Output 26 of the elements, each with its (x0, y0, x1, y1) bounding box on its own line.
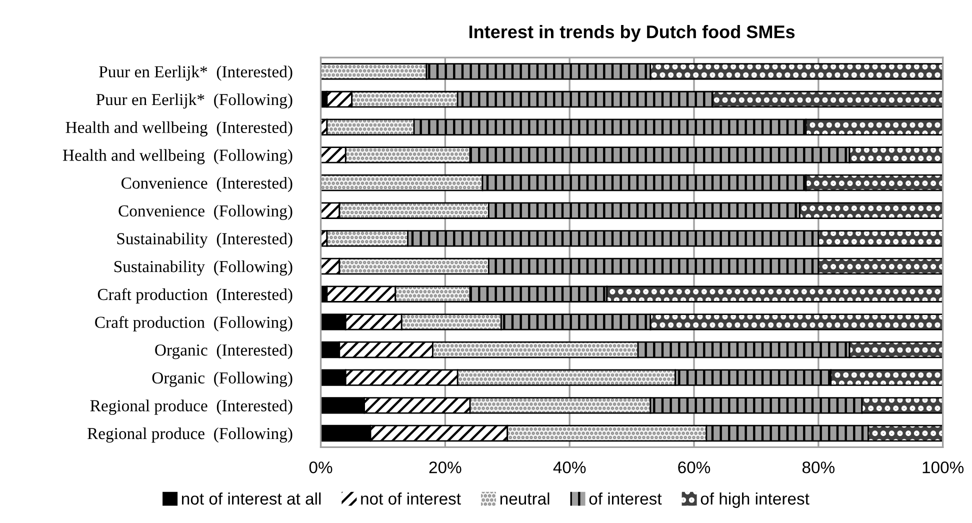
x-tick-label: 20% (429, 461, 462, 474)
x-tick-label: 60% (678, 461, 710, 474)
x-tick-label: 100% (922, 461, 964, 474)
y-tick-label: Organic (Interested) (155, 344, 292, 360)
legend-label: neutral (500, 492, 550, 505)
y-tick-label: Regional produce (Following) (87, 427, 292, 443)
legend-label: of interest (589, 492, 662, 505)
chart-title: Interest in trends by Dutch food SMEs (470, 25, 795, 42)
x-tick-label: 80% (802, 461, 835, 474)
y-tick-label: Convenience (Interested) (122, 176, 292, 192)
y-tick-label: Convenience (Following) (118, 204, 292, 220)
legend-label: not of interest (361, 492, 461, 505)
y-tick-label: Regional produce (Interested) (90, 400, 292, 415)
y-tick-label: Health and wellbeing (Interested) (66, 121, 292, 136)
y-tick-label: Organic (Following) (152, 372, 292, 387)
y-tick-label: Health and wellbeing (Following) (62, 149, 292, 164)
y-tick-label: Sustainability (Following) (114, 260, 292, 276)
x-tick-label: 40% (553, 461, 586, 474)
x-tick-label: 0% (309, 461, 332, 474)
y-tick-label: Craft production (Following) (95, 316, 292, 332)
y-tick-label: Puur en Eerlijk* (Interested) (99, 66, 292, 81)
y-tick-label: Craft production (Interested) (98, 288, 292, 304)
y-tick-label: Puur en Eerlijk* (Following) (96, 93, 292, 109)
y-tick-label: Sustainability (Interested) (117, 232, 292, 248)
legend-label: not of interest at all (182, 492, 321, 505)
legend-label: of high interest (700, 492, 810, 508)
